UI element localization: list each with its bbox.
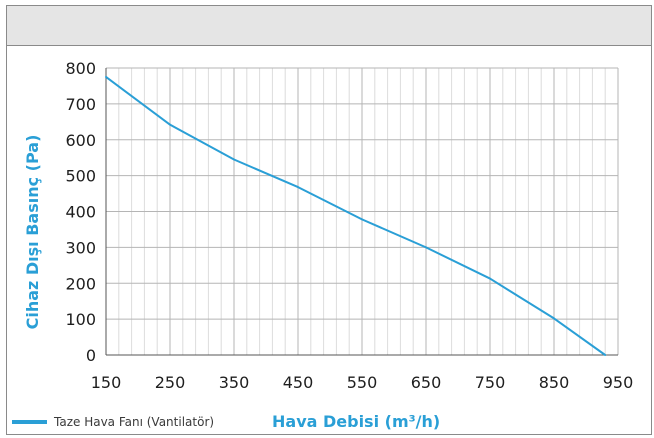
y-tick-label: 100 [65, 310, 96, 329]
y-axis-label: Cihaz Dışı Basınç (Pa) [23, 135, 42, 330]
series-point [233, 158, 235, 161]
x-tick-label: 150 [91, 373, 122, 392]
x-tick-label: 450 [283, 373, 314, 392]
legend-label: Taze Hava Fanı (Vantilatör) [53, 415, 214, 429]
x-axis-label: Hava Debisi (m³/h) [272, 412, 440, 431]
y-tick-label: 700 [65, 95, 96, 114]
y-tick-label: 600 [65, 131, 96, 150]
series-point [553, 317, 555, 320]
y-tick-labels: 0 100 200 300 400 500 600 700 800 [65, 59, 96, 365]
grid [105, 67, 619, 356]
x-tick-label: 350 [219, 373, 250, 392]
series-point [489, 277, 491, 280]
x-tick-labels: 150 250 350 450 550 650 750 850 950 [91, 373, 634, 392]
y-tick-label: 200 [65, 274, 96, 293]
series-point [105, 75, 107, 78]
y-tick-label: 400 [65, 203, 96, 222]
y-tick-label: 500 [65, 167, 96, 186]
y-tick-label: 300 [65, 238, 96, 257]
series-point [361, 218, 363, 221]
x-tick-label: 750 [475, 373, 506, 392]
header-band [6, 5, 652, 46]
x-tick-label: 250 [155, 373, 186, 392]
y-tick-label: 0 [86, 346, 96, 365]
series-point [169, 123, 171, 126]
axes [105, 68, 618, 356]
series-point [425, 246, 427, 249]
y-tick-label: 800 [65, 59, 96, 78]
series-line [105, 76, 606, 356]
x-tick-label: 950 [603, 373, 634, 392]
x-tick-label: 850 [539, 373, 570, 392]
series-lines [105, 75, 607, 356]
x-tick-label: 650 [411, 373, 442, 392]
series-point [604, 354, 607, 356]
chart-frame [6, 5, 652, 435]
x-tick-label: 550 [347, 373, 378, 392]
series-point [297, 186, 299, 189]
